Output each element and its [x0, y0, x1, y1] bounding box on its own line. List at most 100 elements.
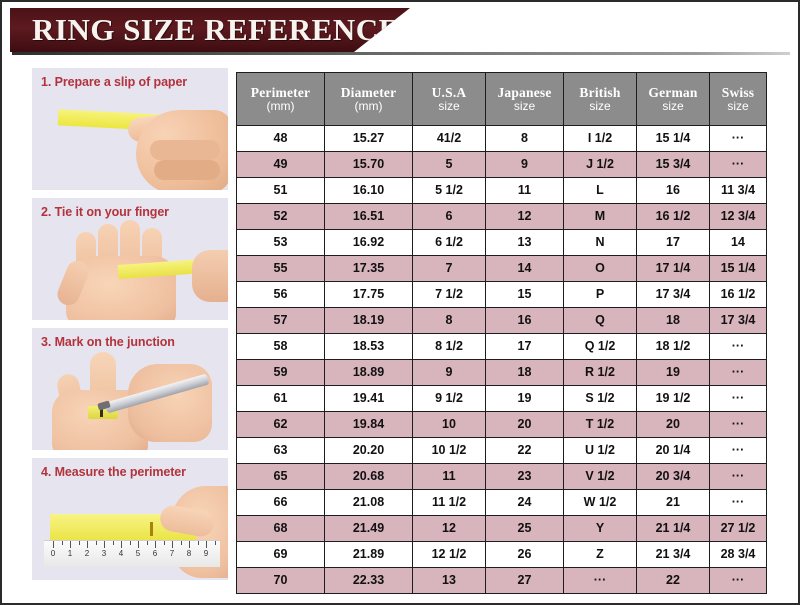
cell-usa: 5: [412, 151, 486, 178]
ruler-illustration: 0 1 2 3 4 5 6 7 8 9: [44, 540, 220, 567]
cell-usa: 7 1/2: [412, 281, 486, 308]
ruler-tick: [155, 541, 156, 548]
cell-swiss: 27 1/2: [709, 515, 767, 542]
table-row: 59 18.89 9 18 R 1/2 19 ···: [236, 359, 767, 386]
cell-german: 20: [636, 411, 710, 438]
column-header-main: Swiss: [721, 84, 755, 100]
cell-british: R 1/2: [563, 359, 637, 386]
cell-british: N: [563, 229, 637, 256]
cell-british: V 1/2: [563, 463, 637, 490]
cell-usa: 5 1/2: [412, 177, 486, 204]
ruler-tick-minor: [129, 541, 131, 545]
cell-diameter: 15.70: [324, 151, 413, 178]
column-header-perimeter: Perimeter (mm): [236, 72, 325, 126]
column-header-sub: (mm): [354, 98, 383, 113]
cell-usa: 6 1/2: [412, 229, 486, 256]
cell-german: 21 1/4: [636, 515, 710, 542]
step-panel-4: 0 1 2 3 4 5 6 7 8 9 4. Measure the perimeter: [32, 458, 228, 580]
cell-diameter: 18.53: [324, 333, 413, 360]
ruler-tick-label: 7: [169, 549, 175, 558]
ruler-tick-minor: [61, 541, 63, 545]
header-divider: [12, 52, 790, 55]
cell-german: 17: [636, 229, 710, 256]
column-header-diameter: Diameter (mm): [324, 72, 413, 126]
ruler-tick: [70, 541, 71, 548]
cell-german: 15 1/4: [636, 125, 710, 152]
column-header-main: German: [648, 84, 698, 100]
cell-german: 18 1/2: [636, 333, 710, 360]
cell-japanese: 8: [485, 125, 564, 152]
column-header-sub: size: [438, 98, 460, 113]
cell-japanese: 11: [485, 177, 564, 204]
cell-swiss: 14: [709, 229, 767, 256]
cell-japanese: 19: [485, 385, 564, 412]
cell-perimeter: 56: [236, 281, 325, 308]
cell-japanese: 25: [485, 515, 564, 542]
cell-japanese: 13: [485, 229, 564, 256]
cell-swiss: ···: [709, 437, 767, 464]
ruler-tick-minor: [146, 541, 148, 545]
table-row: 61 19.41 9 1/2 19 S 1/2 19 1/2 ···: [236, 385, 767, 412]
step-panel-1: 1. Prepare a slip of paper: [32, 68, 228, 190]
column-header-british: British size: [563, 72, 637, 126]
cell-japanese: 24: [485, 489, 564, 516]
cell-swiss: 28 3/4: [709, 541, 767, 568]
table-row: 58 18.53 8 1/2 17 Q 1/2 18 1/2 ···: [236, 333, 767, 360]
cell-diameter: 21.08: [324, 489, 413, 516]
column-header-sub: size: [589, 98, 611, 113]
cell-usa: 11 1/2: [412, 489, 486, 516]
column-header-sub: size: [513, 98, 536, 113]
table-row: 63 20.20 10 1/2 22 U 1/2 20 1/4 ···: [236, 437, 767, 464]
cell-perimeter: 48: [236, 125, 325, 152]
table-row: 62 19.84 10 20 T 1/2 20 ···: [236, 411, 767, 438]
cell-perimeter: 55: [236, 255, 325, 282]
column-header-main: Diameter: [340, 84, 397, 100]
ruler-tick-minor: [112, 541, 114, 545]
ruler-tick: [104, 541, 105, 548]
pen-mark-illustration: [100, 408, 103, 417]
cell-british: O: [563, 255, 637, 282]
header: RING SIZE REFERENCE: [2, 2, 798, 62]
cell-usa: 8 1/2: [412, 333, 486, 360]
title-banner: RING SIZE REFERENCE: [10, 8, 410, 52]
cell-british: Q: [563, 307, 637, 334]
ruler-tick-minor: [180, 541, 182, 545]
column-header-swiss: Swiss size: [709, 72, 767, 126]
table-header: Perimeter (mm) Diameter (mm) U.S.A size …: [236, 72, 767, 126]
ruler-tick: [189, 541, 190, 548]
ruler-tick: [121, 541, 122, 548]
cell-diameter: 21.89: [324, 541, 413, 568]
cell-swiss: ···: [709, 359, 767, 386]
cell-perimeter: 51: [236, 177, 325, 204]
pen-mark-illustration: [150, 522, 153, 536]
cell-german: 16: [636, 177, 710, 204]
cell-german: 17 1/4: [636, 255, 710, 282]
cell-perimeter: 65: [236, 463, 325, 490]
ruler-tick-minor: [163, 541, 165, 545]
ruler-tick-minor: [197, 541, 199, 545]
cell-german: 17 3/4: [636, 281, 710, 308]
cell-british: S 1/2: [563, 385, 637, 412]
ruler-tick-minor: [95, 541, 97, 545]
column-header-usa: U.S.A size: [412, 72, 486, 126]
cell-german: 20 1/4: [636, 437, 710, 464]
cell-german: 20 3/4: [636, 463, 710, 490]
cell-diameter: 16.51: [324, 203, 413, 230]
cell-perimeter: 53: [236, 229, 325, 256]
cell-usa: 6: [412, 203, 486, 230]
cell-swiss: ···: [709, 567, 767, 594]
finger-illustration: [150, 140, 220, 160]
cell-perimeter: 69: [236, 541, 325, 568]
table-row: 55 17.35 7 14 O 17 1/4 15 1/4: [236, 255, 767, 282]
table-row: 56 17.75 7 1/2 15 P 17 3/4 16 1/2: [236, 281, 767, 308]
second-hand-illustration: [192, 250, 228, 302]
step-panel-2: 2. Tie it on your finger: [32, 198, 228, 320]
cell-japanese: 27: [485, 567, 564, 594]
cell-perimeter: 63: [236, 437, 325, 464]
cell-german: 19: [636, 359, 710, 386]
cell-diameter: 19.41: [324, 385, 413, 412]
cell-diameter: 20.68: [324, 463, 413, 490]
cell-german: 22: [636, 567, 710, 594]
cell-japanese: 20: [485, 411, 564, 438]
ruler-tick-label: 4: [118, 549, 124, 558]
